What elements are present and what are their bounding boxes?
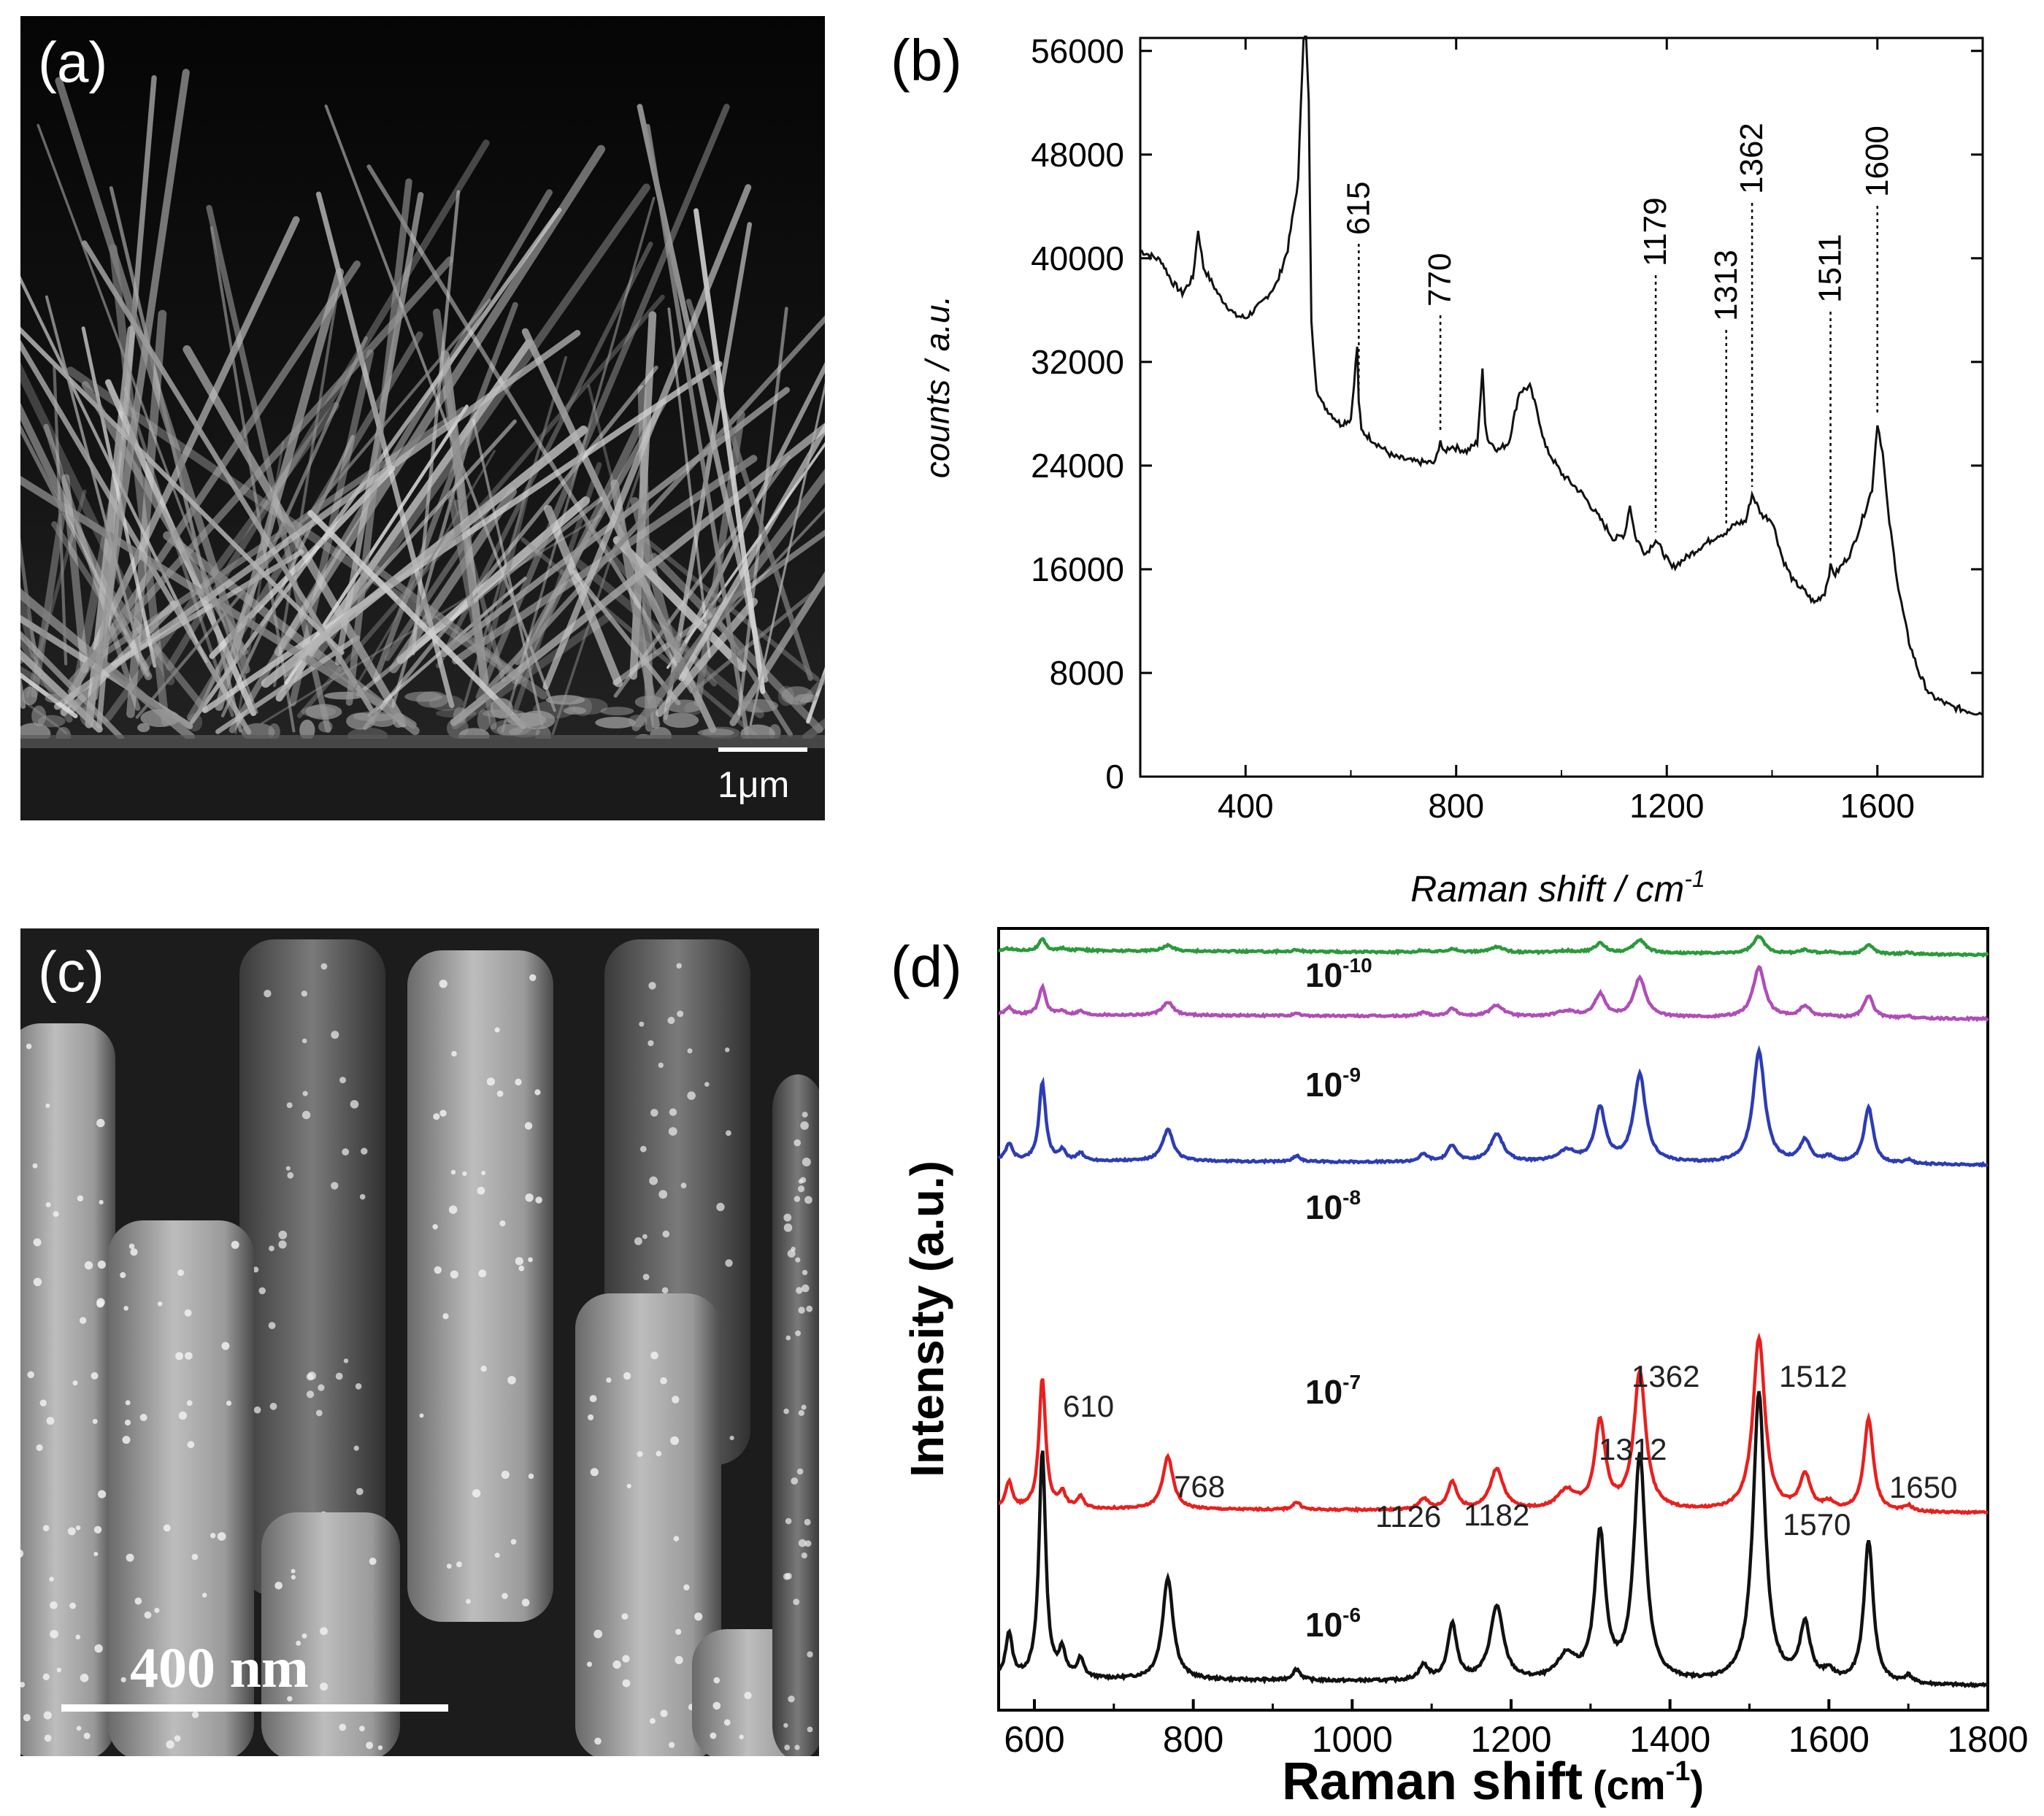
panel-label-d: (d) <box>891 934 962 999</box>
spectrum-line-10-10 <box>997 934 1989 958</box>
peak-label-b: 770 <box>1422 253 1458 307</box>
concentration-label: 10-6 <box>1305 1604 1361 1644</box>
concentration-label: 10-9 <box>1305 1063 1361 1104</box>
peak-label-d: 1312 <box>1599 1432 1667 1466</box>
x-axis-label-d: Raman shift (cm-1) <box>1282 1752 1704 1811</box>
x-tick-label-b: 800 <box>1428 787 1484 825</box>
y-tick-label-b: 48000 <box>1031 136 1124 174</box>
scale-bar-c <box>61 1704 448 1712</box>
y-axis-label-d: Intensity (a.u.) <box>901 1161 953 1477</box>
y-tick-label-b: 0 <box>1105 758 1124 796</box>
y-tick-label-b: 16000 <box>1031 550 1124 588</box>
panel-label-b: (b) <box>891 28 962 93</box>
spectrum-line-10-6 <box>997 1390 1989 1689</box>
peak-label-b: 615 <box>1340 182 1376 235</box>
concentration-label: 10-10 <box>1305 954 1372 994</box>
panel-label-a: (a) <box>38 30 108 94</box>
spectrum-line-10-7 <box>998 1332 1989 1515</box>
panel-c-sem-image: (c) 400 nm <box>20 928 819 1756</box>
plot-frame-d <box>997 927 1989 1712</box>
x-tick-label-b: 1600 <box>1840 787 1915 825</box>
peak-label-b: 1511 <box>1813 234 1848 303</box>
peak-label-d: 1570 <box>1783 1507 1851 1542</box>
panel-d-sers-chart: (d) 600 800 1000 1200 1400 1600 1800 10-10 10-9… <box>891 927 2029 1811</box>
x-axis-label-b: Raman shift / cm-1 <box>1410 866 1705 909</box>
panel-label-c: (c) <box>38 939 104 1004</box>
x-tick-label-d: 1400 <box>1629 1719 1710 1760</box>
x-tick-label-d: 1000 <box>1312 1719 1393 1760</box>
peak-label-d: 1650 <box>1889 1470 1957 1504</box>
x-tick-label-d: 800 <box>1163 1719 1223 1760</box>
x-tick-label-d: 600 <box>1004 1719 1064 1760</box>
peak-label-d: 768 <box>1174 1469 1225 1504</box>
scale-label-c: 400 nm <box>130 1636 309 1699</box>
concentration-label: 10-8 <box>1305 1186 1361 1226</box>
scale-label-a: 1μm <box>718 764 790 805</box>
concentration-label: 10-7 <box>1305 1371 1361 1411</box>
y-tick-label-b: 32000 <box>1031 343 1124 381</box>
peak-label-b: 1600 <box>1859 126 1895 197</box>
spectrum-line-10-8 <box>997 1044 1989 1169</box>
peak-label-d: 1126 <box>1375 1499 1441 1534</box>
x-tick-label-b: 400 <box>1218 787 1274 825</box>
nanorod-array-image <box>20 928 819 1756</box>
y-tick-label-b: 56000 <box>1031 32 1124 70</box>
y-tick-label-b: 8000 <box>1050 654 1124 692</box>
peak-label-b: 1313 <box>1708 250 1744 321</box>
scale-bar-a <box>718 747 807 752</box>
plot-frame-b <box>1139 36 1984 778</box>
y-axis-label-b: counts / a.u. <box>918 296 956 479</box>
peak-label-b: 1362 <box>1734 123 1770 194</box>
spectrum-line-10-9 <box>998 964 1989 1023</box>
panel-b-raman-chart: (b) 08000160002400032000400004800056000 … <box>891 28 1984 909</box>
y-tick-label-b: 24000 <box>1031 447 1124 485</box>
peak-label-d: 1362 <box>1632 1359 1699 1393</box>
x-tick-label-d: 1800 <box>1947 1719 2028 1760</box>
x-tick-label-d: 1600 <box>1788 1719 1870 1760</box>
panel-a-sem-image: (a) 1μm <box>20 16 825 820</box>
nanowire-forest-image <box>20 16 825 820</box>
x-tick-label-d: 1200 <box>1470 1719 1551 1760</box>
peak-label-d: 1512 <box>1779 1359 1847 1393</box>
x-tick-label-b: 1200 <box>1629 787 1704 825</box>
raman-spectrum-line <box>1140 35 1983 716</box>
y-tick-label-b: 40000 <box>1031 239 1124 277</box>
peak-label-b: 1179 <box>1637 197 1673 266</box>
peak-label-d: 610 <box>1063 1389 1114 1423</box>
peak-label-d: 1182 <box>1464 1498 1529 1532</box>
